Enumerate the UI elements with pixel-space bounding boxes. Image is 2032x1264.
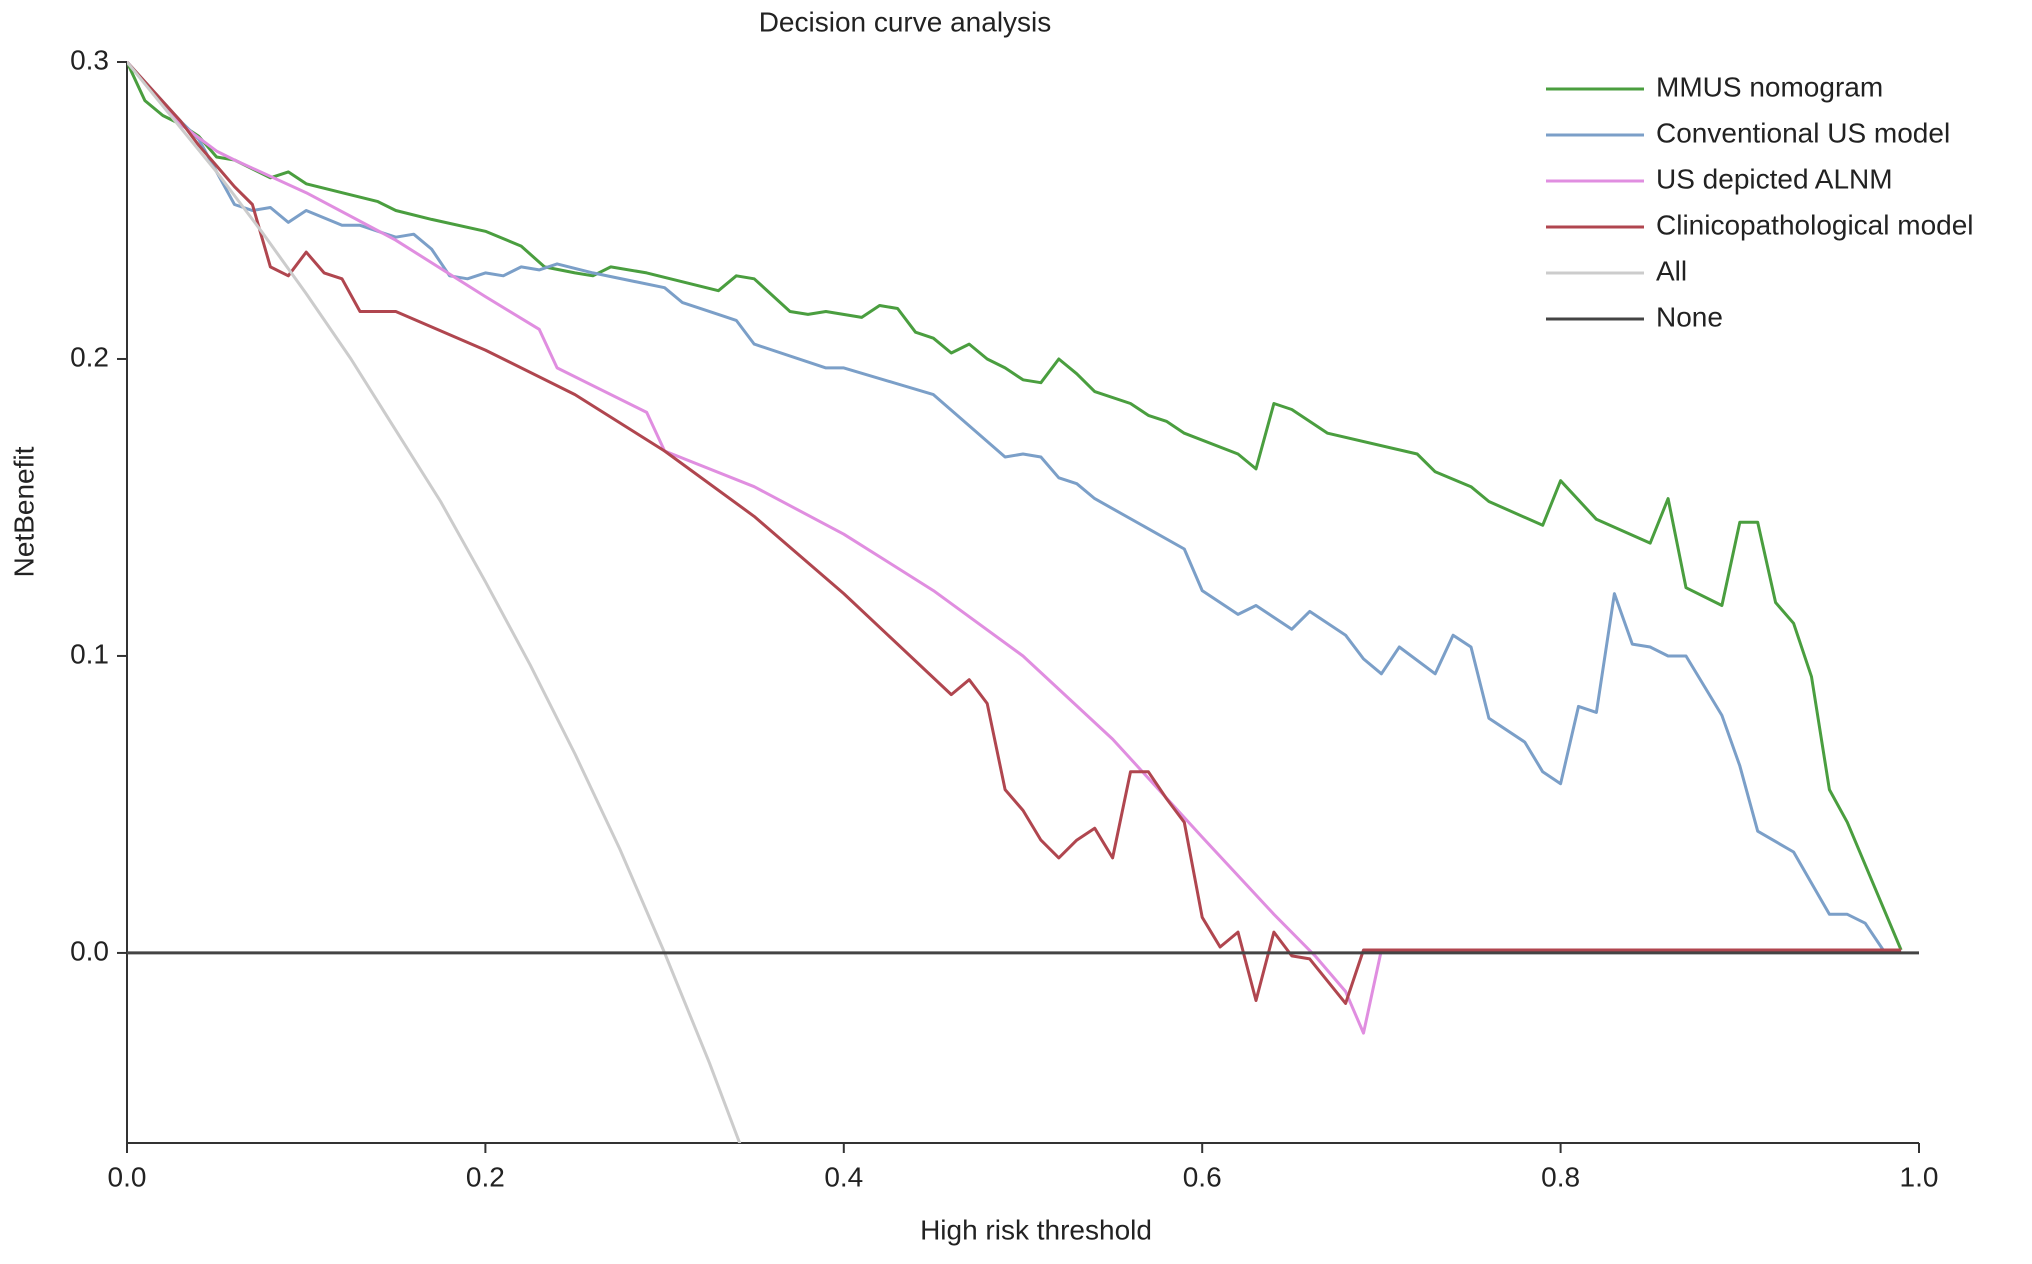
x-axis-label: High risk threshold [920,1214,1152,1245]
chart-title: Decision curve analysis [759,6,1052,37]
legend-label: All [1656,255,1687,286]
legend-label: MMUS nomogram [1656,71,1883,102]
series-line [127,60,1902,1005]
series-line [127,61,1902,1035]
series-line [127,60,1885,951]
y-tick-label: 0.2 [70,341,109,372]
y-axis-label: NetBenefit [8,446,39,577]
x-tick-label: 1.0 [1900,1161,1939,1192]
plot-area [127,60,1919,1143]
y-tick-label: 0.1 [70,638,109,669]
series-line [127,61,742,1143]
y-tick-label: 0.0 [70,935,109,966]
y-tick-label: 0.3 [70,44,109,75]
x-tick-label: 0.8 [1541,1161,1580,1192]
x-tick-label: 0.4 [824,1161,863,1192]
legend-label: US depicted ALNM [1656,163,1893,194]
legend-label: Conventional US model [1656,117,1950,148]
legend-label: Clinicopathological model [1656,209,1974,240]
x-tick-label: 0.2 [466,1161,505,1192]
series-line [127,61,1903,951]
x-tick-label: 0.0 [108,1161,147,1192]
x-tick-label: 0.6 [1183,1161,1222,1192]
legend-label: None [1656,301,1723,332]
